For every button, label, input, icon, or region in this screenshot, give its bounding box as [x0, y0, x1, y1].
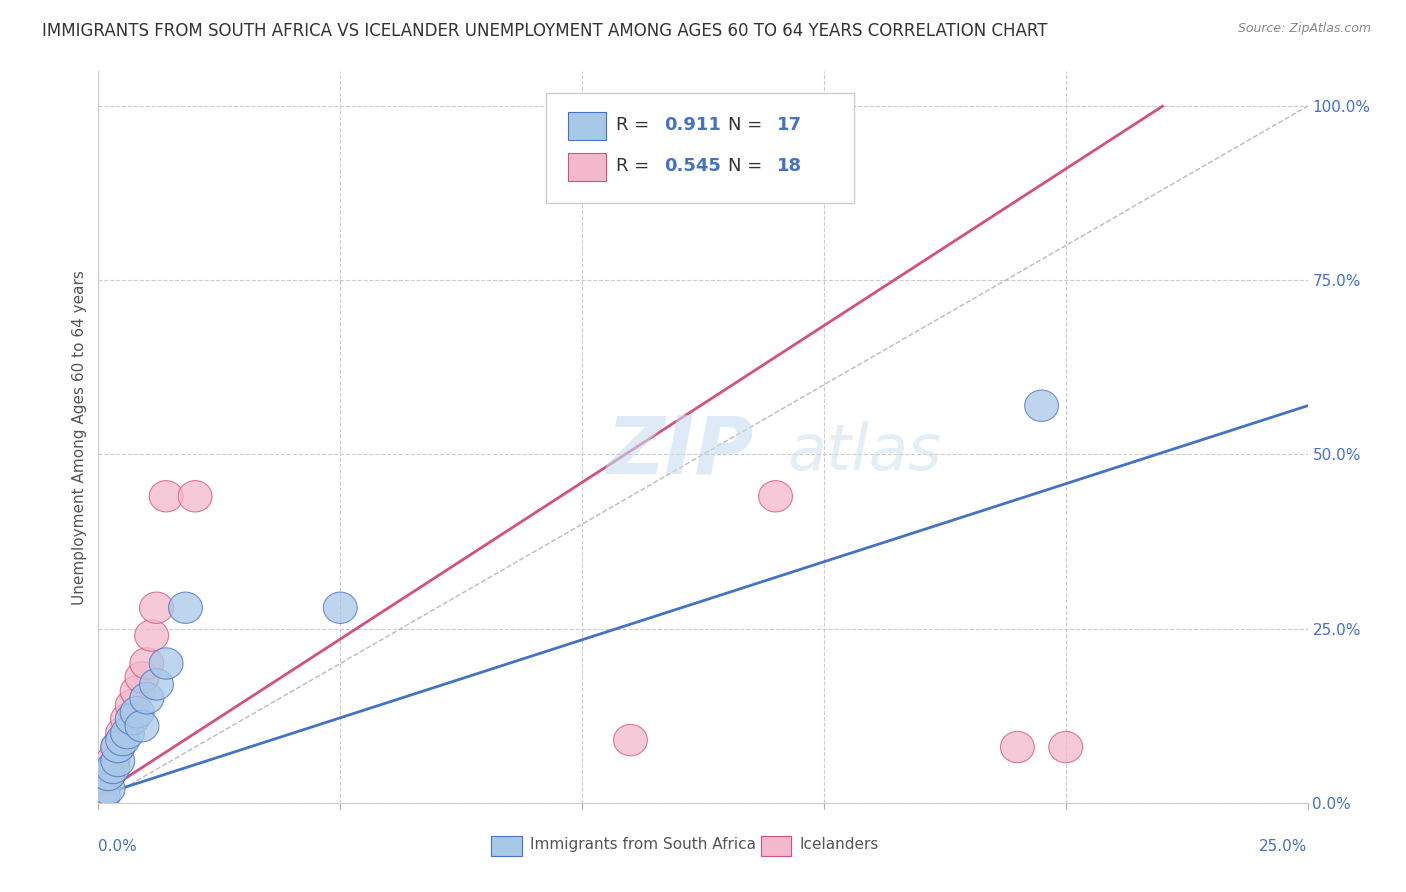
Ellipse shape — [1025, 390, 1059, 421]
Text: Immigrants from South Africa: Immigrants from South Africa — [530, 837, 756, 852]
Ellipse shape — [96, 746, 129, 777]
Y-axis label: Unemployment Among Ages 60 to 64 years: Unemployment Among Ages 60 to 64 years — [72, 269, 87, 605]
Ellipse shape — [120, 675, 155, 707]
Ellipse shape — [759, 481, 793, 512]
Ellipse shape — [96, 752, 129, 784]
Text: 0.0%: 0.0% — [98, 839, 138, 855]
Text: Icelanders: Icelanders — [800, 837, 879, 852]
Ellipse shape — [86, 773, 120, 805]
FancyBboxPatch shape — [761, 836, 792, 856]
Ellipse shape — [101, 731, 135, 763]
Text: IMMIGRANTS FROM SOUTH AFRICA VS ICELANDER UNEMPLOYMENT AMONG AGES 60 TO 64 YEARS: IMMIGRANTS FROM SOUTH AFRICA VS ICELANDE… — [42, 22, 1047, 40]
Text: 17: 17 — [776, 117, 801, 135]
Ellipse shape — [91, 759, 125, 790]
Ellipse shape — [125, 662, 159, 693]
Text: 18: 18 — [776, 158, 801, 176]
Ellipse shape — [149, 481, 183, 512]
Ellipse shape — [135, 620, 169, 651]
Ellipse shape — [115, 690, 149, 721]
Ellipse shape — [91, 773, 125, 805]
Ellipse shape — [86, 780, 120, 812]
Ellipse shape — [169, 592, 202, 624]
Ellipse shape — [179, 481, 212, 512]
Text: R =: R = — [616, 117, 655, 135]
Ellipse shape — [149, 648, 183, 679]
Ellipse shape — [1001, 731, 1035, 763]
Ellipse shape — [1049, 731, 1083, 763]
Text: R =: R = — [616, 158, 655, 176]
Ellipse shape — [105, 717, 139, 748]
Text: N =: N = — [728, 117, 769, 135]
Text: 25.0%: 25.0% — [1260, 839, 1308, 855]
Ellipse shape — [125, 711, 159, 742]
Text: ZIP: ZIP — [606, 413, 754, 491]
Text: Source: ZipAtlas.com: Source: ZipAtlas.com — [1237, 22, 1371, 36]
Text: 0.545: 0.545 — [664, 158, 721, 176]
Ellipse shape — [613, 724, 647, 756]
FancyBboxPatch shape — [568, 153, 606, 181]
FancyBboxPatch shape — [492, 836, 522, 856]
Text: 0.911: 0.911 — [664, 117, 721, 135]
FancyBboxPatch shape — [546, 94, 855, 203]
Ellipse shape — [129, 648, 163, 679]
Ellipse shape — [111, 717, 145, 748]
Text: N =: N = — [728, 158, 769, 176]
Ellipse shape — [129, 682, 163, 714]
Ellipse shape — [120, 697, 155, 728]
Ellipse shape — [115, 704, 149, 735]
FancyBboxPatch shape — [568, 112, 606, 140]
Ellipse shape — [139, 592, 173, 624]
Ellipse shape — [111, 704, 145, 735]
Ellipse shape — [101, 746, 135, 777]
Ellipse shape — [139, 669, 173, 700]
Ellipse shape — [323, 592, 357, 624]
Ellipse shape — [91, 759, 125, 790]
Text: atlas: atlas — [787, 421, 942, 483]
Ellipse shape — [105, 724, 139, 756]
Ellipse shape — [101, 731, 135, 763]
